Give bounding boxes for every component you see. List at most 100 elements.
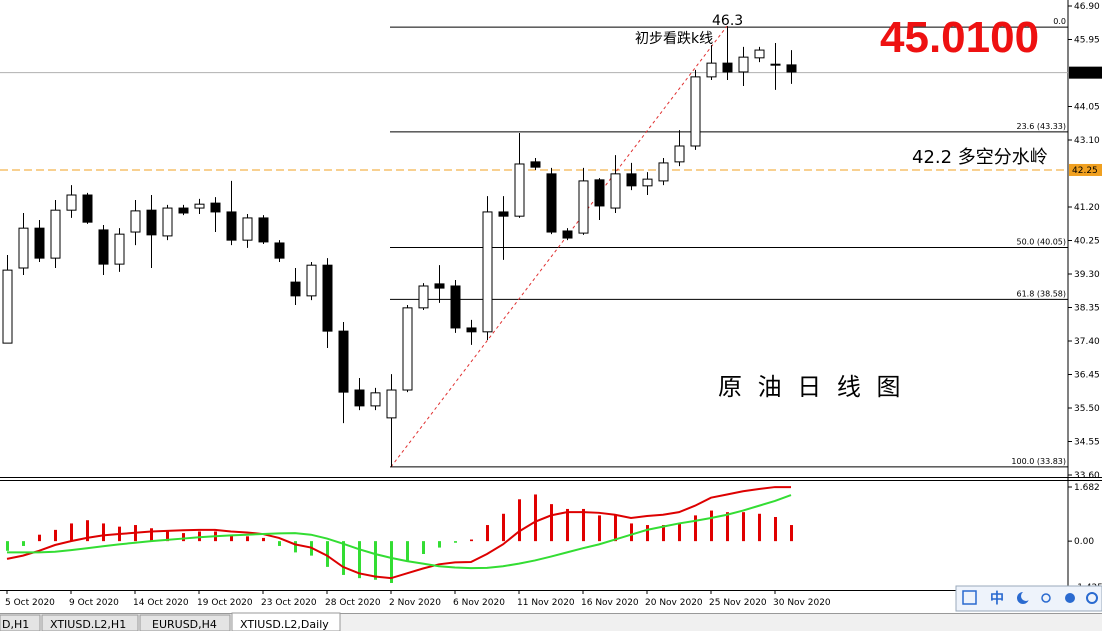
y-tick-label: 0.00 [1074,537,1094,547]
candle-body [386,389,397,419]
histogram-bar [534,494,537,542]
x-tick-label: 6 Nov 2020 [453,598,505,608]
histogram-bar [438,541,441,548]
candle-body [66,194,77,211]
histogram-bar [6,541,9,551]
histogram-bar [550,504,553,542]
candle-body [578,180,589,234]
y-tick-label: 39.30 [1074,270,1100,280]
candle-body [706,62,717,78]
candle-body [82,194,93,223]
y-tick-label: 41.20 [1074,203,1100,213]
x-tick-label: 30 Nov 2020 [773,598,831,608]
x-tick-label: 9 Oct 2020 [69,598,119,608]
candle-body [370,392,381,407]
candle-body [674,145,685,163]
tab-label[interactable]: XTIUSD.L2,Daily [240,618,329,631]
price-label-bg [1069,66,1102,79]
price-big: 45.0100 [880,13,1039,62]
candle-body [18,227,29,269]
icon[interactable] [962,590,977,605]
fib-label: 100.0 (33.83) [1011,457,1066,466]
x-tick-label: 5 Oct 2020 [5,598,55,608]
histogram-bar [486,525,489,542]
x-tick-label: 25 Nov 2020 [709,598,767,608]
candle-body [98,229,109,265]
candle-body [786,64,797,73]
candle-body [466,327,477,333]
peak-label: 46.3 [712,13,743,29]
histogram-bar [598,515,601,542]
histogram-bar [342,541,345,575]
tabs: D,H1 XTIUSD.L2,H1 EURUSD,H4 XTIUSD.L2,Da… [0,612,341,632]
candle-body [626,173,637,187]
histogram-bar [454,541,457,543]
caption: 原 油 日 线 图 [718,373,905,401]
histogram-bar [710,510,713,542]
histogram-bar [230,534,233,542]
candle-body [178,207,189,214]
tab-label[interactable]: D,H1 [2,618,29,631]
y-tick-label: 36.45 [1074,371,1100,381]
tab-label[interactable]: EURUSD,H4 [152,618,217,631]
histogram-bar [790,525,793,542]
icon[interactable] [1086,592,1098,604]
x-tick-label: 19 Oct 2020 [197,598,253,608]
candle-body [594,179,605,207]
y-tick-label: 35.50 [1074,404,1100,414]
histogram-bar [646,525,649,542]
candle-body [482,211,493,333]
histogram-bar [326,541,329,567]
candle-body [562,230,573,239]
histogram-bar [374,541,377,580]
histogram-bar [70,523,73,542]
candle-body [498,211,509,217]
lang-icon[interactable]: 中 [990,590,1004,607]
candle-body [418,285,429,309]
y-tick-label: 40.25 [1074,237,1100,247]
histogram-bar [86,520,89,542]
fib-label: 50.0 (40.05) [1017,238,1067,247]
macd-line [6,486,791,580]
candle-body [34,227,45,259]
candle-body [610,173,621,209]
histogram-bar [566,508,569,542]
histogram-bar [150,528,153,542]
y-tick-label: 37.40 [1074,337,1100,347]
fib-label: 0.0 [1053,17,1066,26]
tab-label[interactable]: XTIUSD.L2,H1 [50,618,126,631]
icon[interactable] [1041,593,1051,603]
y-tick-label: 34.55 [1074,438,1100,448]
histogram-bar [678,523,681,542]
price-label: 45.01 [1072,69,1098,79]
price-label: 42.25 [1072,166,1098,176]
icon[interactable] [1065,593,1075,603]
candle-body [2,269,13,344]
divider-note: 42.2 多空分水岭 [912,147,1048,168]
candle-body [290,281,301,297]
histogram-bar [358,541,361,579]
candle-body [546,173,557,233]
y-tick-label: 1.682 [1074,483,1100,493]
candle-body [50,209,61,259]
toolbar: 中 [955,585,1102,612]
candle-body [130,210,141,233]
trendline [390,25,728,468]
histogram-bar [694,515,697,542]
y-tick-label: 33.60 [1074,471,1100,481]
x-tick-label: 2 Nov 2020 [389,598,441,608]
y-tick-label: 38.35 [1074,304,1100,314]
candle-body [306,264,317,297]
histogram-bar [390,541,393,583]
histogram-bar [614,515,617,542]
icon [1021,591,1031,601]
note: 初步看跌k线 [635,30,713,47]
x-tick-label: 11 Nov 2020 [517,598,575,608]
candle-body [274,242,285,259]
x-tick-label: 20 Nov 2020 [645,598,703,608]
histogram-bar [502,513,505,542]
y-tick-label: 46.90 [1074,2,1100,12]
